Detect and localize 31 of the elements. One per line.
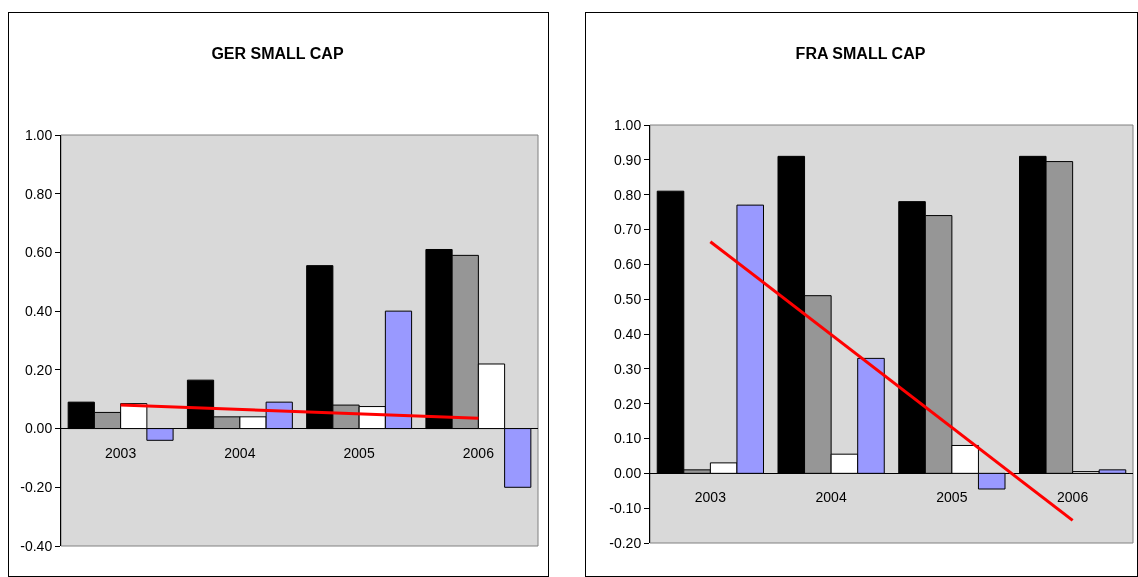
y-tick-label: 0.20 — [613, 395, 642, 412]
y-tick-label: 0.60 — [24, 244, 53, 261]
y-tick-label: 0.40 — [24, 303, 53, 320]
y-tick-label: 0.90 — [613, 151, 642, 168]
x-tick-label: 2005 — [936, 489, 968, 506]
x-tick-label: 2005 — [343, 444, 375, 461]
x-tick-label: 2004 — [815, 489, 847, 506]
x-tick-label: 2006 — [462, 444, 495, 461]
y-tick-label: 0.50 — [613, 291, 642, 308]
x-tick-label: 2004 — [224, 444, 256, 461]
y-tick-label: -0.10 — [609, 500, 642, 517]
y-tick-label: 0.00 — [613, 465, 642, 482]
y-tick-label: 1.00 — [613, 116, 642, 133]
y-tick-label: 0.80 — [613, 186, 642, 203]
y-tick-label: -0.20 — [20, 479, 53, 496]
y-tick-label: 0.00 — [24, 420, 53, 437]
y-tick-label: 0.40 — [613, 325, 642, 342]
x-tick-label: 2003 — [694, 489, 727, 506]
y-tick-label: 0.70 — [613, 221, 642, 238]
x-tick-label: 2003 — [105, 444, 137, 461]
y-tick-label: 0.10 — [613, 430, 642, 447]
y-tick-label: 0.80 — [24, 185, 53, 202]
y-tick-label: 0.60 — [613, 256, 642, 273]
y-tick-label: -0.20 — [609, 534, 642, 551]
y-tick-label: 0.30 — [613, 360, 642, 377]
chart-title: FRA SMALL CAP — [795, 44, 926, 62]
chart-title: GER SMALL CAP — [211, 44, 344, 62]
y-tick-label: -0.40 — [20, 537, 53, 554]
x-tick-label: 2006 — [1057, 489, 1089, 506]
y-tick-label: 1.00 — [24, 126, 53, 143]
y-tick-label: 0.20 — [24, 361, 53, 378]
